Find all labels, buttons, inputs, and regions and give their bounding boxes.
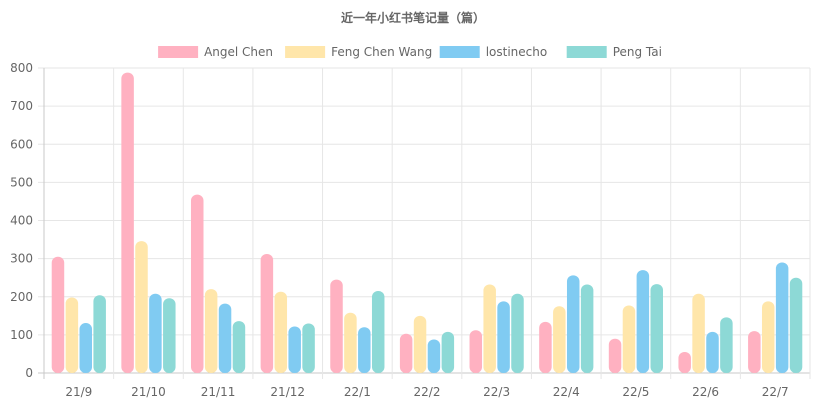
legend-item-peng-tai[interactable]: Peng Tai: [566, 45, 662, 59]
legend-label: Peng Tai: [613, 45, 662, 59]
bar-peng-tai-22/1[interactable]: [371, 291, 385, 373]
bar-lostinecho-22/7[interactable]: [775, 262, 789, 373]
bar-angel-chen-21/10[interactable]: [121, 72, 134, 373]
x-tick-label: 21/9: [65, 385, 92, 399]
x-tick-label: 22/2: [414, 385, 441, 399]
x-tick-label: 22/1: [344, 385, 371, 399]
y-tick-label: 700: [10, 99, 33, 113]
bar-feng-chen-wang-22/1[interactable]: [344, 312, 357, 373]
x-tick-label: 21/11: [201, 385, 236, 399]
x-tick-label: 22/6: [692, 385, 719, 399]
legend-label: Angel Chen: [204, 45, 273, 59]
bar-feng-chen-wang-21/12[interactable]: [274, 291, 288, 373]
bar-lostinecho-21/10[interactable]: [149, 293, 162, 373]
bar-feng-chen-wang-22/3[interactable]: [483, 284, 496, 373]
x-tick-label: 22/3: [483, 385, 510, 399]
bar-peng-tai-22/2[interactable]: [441, 331, 455, 373]
bar-lostinecho-22/2[interactable]: [427, 339, 441, 373]
y-tick-label: 100: [10, 328, 33, 342]
bar-peng-tai-21/10[interactable]: [163, 298, 176, 373]
bar-feng-chen-wang-21/10[interactable]: [135, 241, 148, 373]
legend-item-feng-chen-wang[interactable]: Feng Chen Wang: [285, 45, 432, 59]
bar-angel-chen-22/4[interactable]: [539, 321, 552, 373]
bar-lostinecho-22/5[interactable]: [636, 270, 650, 373]
bar-angel-chen-21/12[interactable]: [260, 254, 274, 373]
y-tick-label: 500: [10, 175, 33, 189]
bar-angel-chen-21/9[interactable]: [51, 256, 65, 373]
y-axis: 0 100 200 300 400 500 600 700 800: [10, 61, 33, 380]
bar-angel-chen-21/11[interactable]: [190, 194, 204, 373]
bar-feng-chen-wang-22/5[interactable]: [622, 305, 636, 373]
legend-swatch: [566, 46, 607, 58]
bar-feng-chen-wang-21/9[interactable]: [65, 297, 79, 373]
bar-peng-tai-22/5[interactable]: [650, 284, 664, 373]
y-tick-label: 0: [25, 366, 33, 380]
bar-peng-tai-21/12[interactable]: [302, 323, 315, 373]
x-tick-label: 21/12: [270, 385, 305, 399]
y-tick-label: 400: [10, 214, 33, 228]
bar-lostinecho-22/4[interactable]: [566, 275, 580, 373]
bar-feng-chen-wang-22/4[interactable]: [553, 306, 566, 373]
bar-angel-chen-22/6[interactable]: [678, 352, 691, 373]
bar-lostinecho-22/6[interactable]: [706, 331, 719, 373]
legend-label: lostinecho: [486, 45, 548, 59]
x-tick-label: 21/10: [131, 385, 166, 399]
bar-angel-chen-22/5[interactable]: [608, 338, 622, 373]
bar-feng-chen-wang-22/7[interactable]: [761, 301, 775, 373]
x-axis: 21/9 21/10 21/11 21/12 22/1 22/2 22/3 22/4 22/5 2…: [65, 385, 788, 399]
legend-swatch: [158, 46, 199, 58]
bar-angel-chen-22/2[interactable]: [399, 333, 413, 373]
x-tick-label: 22/5: [622, 385, 649, 399]
bar-lostinecho-22/1[interactable]: [358, 327, 371, 373]
legend-item-lostinecho[interactable]: lostinecho: [439, 45, 548, 59]
y-tick-label: 300: [10, 252, 33, 266]
y-tick-label: 200: [10, 290, 33, 304]
bar-peng-tai-21/11[interactable]: [232, 321, 246, 373]
gridlines: [38, 67, 811, 379]
x-tick-label: 22/4: [553, 385, 580, 399]
chart-title: 近一年小红书笔记量（篇）: [341, 10, 485, 25]
bar-feng-chen-wang-22/2[interactable]: [413, 315, 427, 373]
legend-item-angel-chen[interactable]: Angel Chen: [158, 45, 273, 59]
bar-angel-chen-22/7[interactable]: [748, 331, 761, 373]
bar-lostinecho-21/12[interactable]: [288, 326, 301, 373]
y-tick-label: 800: [10, 61, 33, 75]
bar-lostinecho-21/11[interactable]: [218, 303, 232, 373]
bar-peng-tai-22/4[interactable]: [580, 284, 594, 373]
bars: [51, 72, 803, 373]
bar-feng-chen-wang-21/11[interactable]: [204, 289, 218, 373]
x-tick-label: 22/7: [762, 385, 789, 399]
legend-swatch: [439, 46, 480, 58]
bar-angel-chen-22/1[interactable]: [330, 279, 343, 373]
bar-peng-tai-22/7[interactable]: [789, 277, 803, 373]
bar-angel-chen-22/3[interactable]: [469, 330, 483, 373]
bar-lostinecho-22/3[interactable]: [497, 301, 510, 373]
legend-swatch: [285, 46, 326, 58]
bar-peng-tai-22/3[interactable]: [511, 293, 524, 373]
bar-peng-tai-21/9[interactable]: [93, 295, 106, 373]
bar-feng-chen-wang-22/6[interactable]: [692, 293, 705, 373]
legend-label: Feng Chen Wang: [331, 45, 432, 59]
bar-peng-tai-22/6[interactable]: [720, 317, 733, 373]
bar-lostinecho-21/9[interactable]: [79, 323, 93, 373]
legend: Angel Chen Feng Chen Wang lostinecho Peng T…: [158, 45, 662, 59]
y-tick-label: 600: [10, 137, 33, 151]
